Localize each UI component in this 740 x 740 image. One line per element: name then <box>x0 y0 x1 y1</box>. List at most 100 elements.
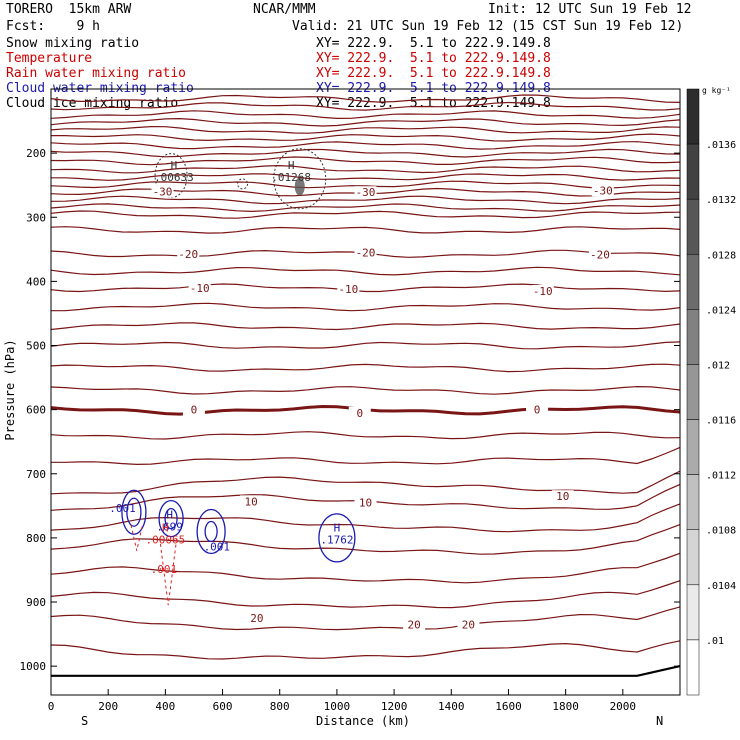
x-tick-label: 1400 <box>438 700 465 713</box>
isotherm-line <box>50 203 681 213</box>
field-name-snow: Snow mixing ratio <box>6 36 140 51</box>
temperature-label: -30 <box>593 184 613 197</box>
x-tick-label: 1800 <box>552 700 579 713</box>
field-xy-rain: XY= 222.9. 5.1 to 222.9.149.8 <box>316 66 551 81</box>
y-tick-label: 200 <box>26 147 46 160</box>
colorbar-label: .0108 <box>706 526 736 537</box>
cloud-water-contour <box>158 500 184 538</box>
maximum-marker: H <box>162 521 169 534</box>
isotherm-line <box>51 302 681 312</box>
contour-label: .001 <box>109 502 136 515</box>
temperature-label-bg <box>337 283 360 296</box>
contour-label: .001 <box>151 563 178 576</box>
isotherm-line <box>50 156 681 166</box>
temperature-label: 0 <box>191 404 198 417</box>
isotherm-line <box>50 470 681 495</box>
forecast-hour: Fcst: 9 h <box>6 19 100 34</box>
x-tick-label: 400 <box>155 700 175 713</box>
colorbar-label: .0124 <box>706 305 736 316</box>
y-tick-label: 800 <box>26 532 46 545</box>
isotherm-line <box>50 226 681 234</box>
cloud-water-contour <box>318 513 356 563</box>
temperature-label: 0 <box>534 404 541 417</box>
colorbar-unit: g kg⁻¹ <box>702 86 731 95</box>
temperature-label-bg <box>354 496 377 509</box>
temperature-label-bg <box>551 490 574 503</box>
temperature-label-bg <box>354 246 377 259</box>
contour-label: .001 <box>204 541 231 554</box>
colorbar-label: .0116 <box>706 416 736 427</box>
isotherm-line <box>50 322 681 331</box>
snow-contour <box>273 148 327 210</box>
isotherm-line <box>50 283 681 293</box>
maximum-marker: H <box>288 159 295 172</box>
maximum-value: .00633 <box>154 171 194 184</box>
temperature-label: -30 <box>356 186 376 199</box>
y-tick-label: 900 <box>26 596 46 609</box>
isotherm-line <box>50 640 681 660</box>
cloud-water-contour <box>126 497 142 527</box>
colorbar-bin <box>686 584 700 641</box>
y-tick-label: 500 <box>26 340 46 353</box>
isotherm-line <box>51 173 681 181</box>
y-tick-label: 400 <box>26 275 46 288</box>
temperature-label: -10 <box>338 283 358 296</box>
colorbar-label: .0104 <box>706 581 736 592</box>
isotherm-line <box>50 195 681 205</box>
isotherm-line <box>50 141 681 150</box>
y-axis-title: Pressure (hPa) <box>3 339 17 440</box>
temperature-label: -10 <box>190 282 210 295</box>
temperature-label-bg <box>526 403 549 416</box>
isotherm-line <box>50 210 681 219</box>
x-tick-label: 1200 <box>381 700 408 713</box>
temperature-label-bg <box>354 186 377 199</box>
init-time: Init: 12 UTC Sun 19 Feb 12 <box>488 2 692 17</box>
snow-contour <box>237 178 249 190</box>
x-tick-label: 600 <box>213 700 233 713</box>
rain-contour <box>159 537 178 606</box>
temperature-label: -30 <box>153 186 173 199</box>
rain-contour <box>130 524 143 551</box>
colorbar-label: .0128 <box>706 250 736 261</box>
colorbar-bin <box>686 254 700 310</box>
cloud-water-contour <box>204 520 218 543</box>
right-endpoint-label: N <box>656 714 663 728</box>
temperature-label: 10 <box>359 497 372 510</box>
isotherm-line <box>50 148 681 158</box>
x-tick-label: 1000 <box>324 700 351 713</box>
colorbar-bin <box>686 474 700 530</box>
snow-shading <box>294 177 305 196</box>
isotherm-line <box>50 164 681 174</box>
y-tick-label: 600 <box>26 404 46 417</box>
isotherm-line <box>50 101 681 111</box>
temperature-label: 20 <box>407 618 420 631</box>
temperature-label: -10 <box>533 285 553 298</box>
maximum-value: .00065 <box>145 533 185 546</box>
model-title: TORERO 15km ARW <box>6 2 132 17</box>
temperature-label-bg <box>240 495 263 508</box>
x-tick-label: 200 <box>98 700 118 713</box>
temperature-label-bg <box>403 618 426 631</box>
center-title: NCAR/MMM <box>253 2 316 17</box>
colorbar-label: .01 <box>706 636 724 647</box>
isotherm-line <box>50 431 681 440</box>
maximum-value: .01268 <box>271 171 311 184</box>
isotherm-line <box>50 580 681 609</box>
temperature-label-bg <box>151 185 174 198</box>
isotherm-line <box>51 446 681 466</box>
maximum-value: .1762 <box>320 533 353 546</box>
cloud-water-contour <box>164 508 178 530</box>
x-tick-label: 1600 <box>495 700 522 713</box>
colorbar-bin <box>686 364 700 420</box>
isotherm-line <box>50 94 681 103</box>
isotherm-line <box>50 341 681 350</box>
isotherm-line <box>50 266 681 276</box>
x-axis-title: Distance (km) <box>316 714 410 728</box>
colorbar-label: .0112 <box>706 471 736 482</box>
isotherm-line <box>50 110 681 120</box>
x-tick-label: 800 <box>270 700 290 713</box>
colorbar-bin <box>686 88 700 145</box>
colorbar-bin <box>686 419 700 475</box>
x-tick-label: 2000 <box>610 700 637 713</box>
y-tick-label: 700 <box>26 468 46 481</box>
